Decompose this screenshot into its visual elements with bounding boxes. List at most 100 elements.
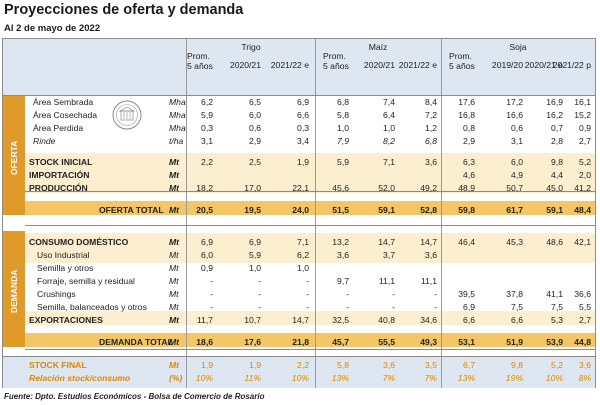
total-band-oferta: [25, 201, 595, 215]
table-cell: 0,6: [511, 123, 523, 133]
table-cell: 6,8: [425, 136, 437, 146]
table-cell: 50,7: [506, 183, 523, 193]
table-cell: 7%: [382, 373, 395, 383]
row-unit: Mha: [169, 97, 186, 107]
row-unit: Mt: [169, 360, 180, 370]
table-cell: 42,1: [574, 237, 591, 247]
table-cell: 34,6: [420, 315, 437, 325]
table-cell: 14,7: [420, 237, 437, 247]
row-label: Forraje, semilla y residual: [37, 276, 135, 286]
table-cell: 2,7: [579, 136, 591, 146]
table-cell: 0,9: [579, 123, 591, 133]
table-cell: 4,9: [511, 170, 523, 180]
table-cell: 32,5: [332, 315, 349, 325]
table-cell: -: [306, 302, 309, 312]
table-cell: 5,8: [337, 110, 349, 120]
table-cell: 18,6: [196, 337, 213, 347]
table-cell: 9,8: [511, 360, 523, 370]
table-cell: 2,7: [579, 315, 591, 325]
page-title: Proyecciones de oferta y demanda: [4, 2, 244, 18]
column-header: 2021/22 p: [552, 60, 591, 70]
table-cell: 6,4: [383, 110, 395, 120]
table-cell: -: [210, 289, 213, 299]
table-cell: 0,9: [201, 263, 213, 273]
table-cell: 0,3: [297, 123, 309, 133]
table-cell: 6,8: [337, 97, 349, 107]
row-label: STOCK FINAL: [29, 360, 87, 370]
row-label: Área Cosechada: [33, 110, 98, 120]
table-cell: 3,1: [201, 136, 213, 146]
table-cell: 5,9: [337, 157, 349, 167]
row-unit: Mt: [169, 205, 180, 215]
table-cell: -: [258, 289, 261, 299]
table-cell: 10%: [545, 373, 563, 383]
row-label: Rinde: [33, 136, 56, 146]
column-divider: [315, 39, 316, 388]
table-cell: 11,1: [420, 276, 437, 286]
column-header: Prom. 5 años: [449, 51, 499, 72]
table-cell: 16,2: [546, 110, 563, 120]
table-cell: 3,5: [425, 360, 437, 370]
table-cell: 61,7: [506, 205, 523, 215]
row-label: Relación stock/consumo: [29, 373, 131, 383]
table-cell: 17,6: [458, 97, 475, 107]
column-header-line: Prom.: [449, 51, 472, 61]
table-cell: 59,1: [546, 205, 563, 215]
row-divider: [25, 349, 595, 350]
column-header: Prom. 5 años: [187, 51, 237, 72]
table-cell: 17,2: [506, 97, 523, 107]
table-cell: 1,2: [425, 123, 437, 133]
table-cell: 1,0: [337, 123, 349, 133]
column-header-line: Prom.: [323, 51, 346, 61]
table-cell: -: [346, 289, 349, 299]
table-cell: 53,9: [546, 337, 563, 347]
row-label: IMPORTACIÓN: [29, 170, 90, 180]
table-cell: -: [306, 289, 309, 299]
crop-header-0: Trigo: [241, 42, 261, 52]
table-cell: 11%: [244, 373, 261, 383]
table-cell: 6,3: [463, 157, 475, 167]
table-cell: 10%: [195, 373, 213, 383]
table-cell: 5,5: [579, 302, 591, 312]
table-cell: 14,7: [378, 237, 395, 247]
table-header: [3, 39, 595, 95]
row-band-highlight: [25, 311, 595, 325]
table-cell: 6,0: [511, 157, 523, 167]
table-cell: 13,2: [332, 237, 349, 247]
table-cell: 13%: [331, 373, 349, 383]
table-cell: 19%: [505, 373, 523, 383]
column-divider: [186, 39, 187, 388]
crop-header-2: Soja: [509, 42, 527, 52]
table-cell: 49,3: [420, 337, 437, 347]
table-cell: 59,1: [378, 205, 395, 215]
column-header-line: 5 años: [187, 60, 213, 71]
table-cell: 7,5: [551, 302, 563, 312]
row-band-highlight: [25, 153, 595, 193]
table-cell: -: [392, 289, 395, 299]
table-cell: 24,0: [292, 205, 309, 215]
table-cell: 19,5: [244, 205, 261, 215]
table-cell: 41,2: [574, 183, 591, 193]
table-cell: 8,2: [383, 136, 395, 146]
table-cell: -: [210, 276, 213, 286]
table-cell: 0,8: [463, 123, 475, 133]
row-unit: Mha: [169, 123, 186, 133]
table-cell: 3,6: [425, 157, 437, 167]
table-cell: 51,9: [506, 337, 523, 347]
row-unit: Mt: [169, 237, 180, 247]
table-cell: 2,8: [551, 136, 563, 146]
table-cell: 48,4: [574, 205, 591, 215]
row-unit: Mt: [169, 183, 180, 193]
table-cell: 3,6: [383, 360, 395, 370]
table-cell: -: [210, 302, 213, 312]
table-cell: 6,7: [463, 360, 475, 370]
table-cell: 1,0: [297, 263, 309, 273]
table-cell: 48,6: [546, 237, 563, 247]
table-cell: 6,2: [297, 250, 309, 260]
table-cell: 2,2: [201, 157, 213, 167]
row-unit: Mt: [169, 170, 180, 180]
table-cell: -: [346, 302, 349, 312]
table-cell: 1,0: [383, 123, 395, 133]
table-cell: 13%: [457, 373, 475, 383]
table-cell: 10%: [291, 373, 309, 383]
